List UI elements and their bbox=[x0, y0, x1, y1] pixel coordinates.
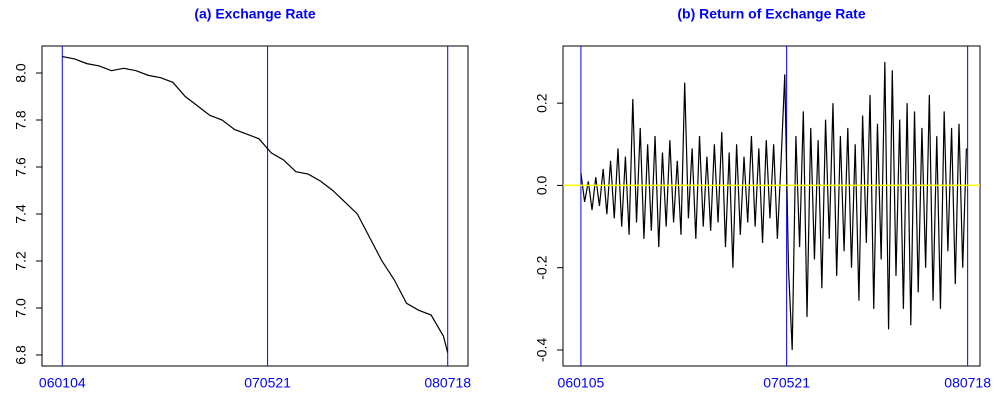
y-tick-label: 0.0 bbox=[534, 175, 550, 195]
x-tick-label: 060105 bbox=[558, 375, 605, 391]
x-tick-label: 070521 bbox=[763, 375, 810, 391]
y-tick-label: 8.0 bbox=[13, 63, 29, 83]
plot-box bbox=[41, 45, 469, 367]
y-tick-label: -0.4 bbox=[534, 338, 550, 362]
y-tick-label: 7.2 bbox=[13, 251, 29, 271]
chart-title: (a) Exchange Rate bbox=[194, 6, 316, 22]
chart-title: (b) Return of Exchange Rate bbox=[677, 6, 865, 22]
x-tick-label: 080718 bbox=[424, 375, 471, 391]
plot-box bbox=[562, 45, 981, 367]
data-line bbox=[62, 55, 449, 353]
y-tick-label: 7.4 bbox=[13, 204, 29, 224]
y-tick-label: 7.0 bbox=[13, 298, 29, 318]
y-tick-label: 7.8 bbox=[13, 110, 29, 130]
y-tick-label: 7.6 bbox=[13, 157, 29, 177]
y-tick-label: 0.2 bbox=[534, 93, 550, 113]
data-line bbox=[580, 62, 968, 350]
y-tick-label: 6.8 bbox=[13, 345, 29, 365]
y-tick-label: -0.2 bbox=[534, 255, 550, 279]
x-tick-label: 080718 bbox=[944, 375, 991, 391]
x-tick-label: 070521 bbox=[244, 375, 291, 391]
x-tick-label: 060104 bbox=[39, 375, 86, 391]
